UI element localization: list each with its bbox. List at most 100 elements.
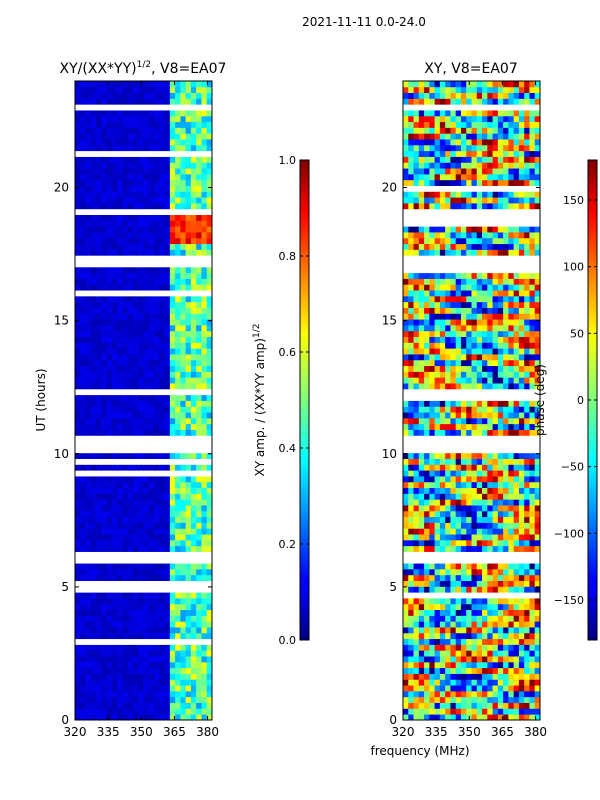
heatmap-cell (206, 702, 212, 709)
heatmap-cell (75, 81, 81, 88)
heatmap-cell (159, 92, 166, 99)
heatmap-cell (90, 319, 97, 326)
heatmap-cell (206, 481, 212, 489)
heatmap-cell (201, 696, 208, 703)
heatmap-cell (196, 499, 203, 506)
heatmap-cell (117, 621, 124, 628)
heatmap-cell (106, 168, 113, 175)
heatmap-cell (154, 348, 160, 355)
heatmap-cell (424, 400, 430, 407)
heatmap-cell (408, 690, 415, 698)
heatmap-cell (185, 417, 192, 425)
heatmap-cell (164, 284, 171, 291)
heatmap-cell (455, 278, 462, 285)
heatmap-cell (206, 272, 212, 279)
heatmap-cell (159, 255, 166, 262)
heatmap-cell (524, 522, 531, 529)
heatmap-cell (96, 261, 102, 268)
heatmap-cell (503, 319, 509, 326)
heatmap-cell (80, 266, 87, 274)
heatmap-cell (206, 220, 212, 227)
heatmap-cell (466, 290, 473, 297)
heatmap-cell (148, 266, 155, 274)
heatmap-cell (117, 441, 124, 448)
heatmap-cell (175, 226, 181, 233)
heatmap-cell (201, 388, 208, 396)
heatmap-cell (424, 255, 430, 262)
heatmap-cell (418, 261, 425, 268)
heatmap-cell (180, 179, 187, 186)
heatmap-cell (450, 452, 457, 459)
heatmap-cell (85, 197, 92, 204)
heatmap-cell (482, 400, 488, 407)
heatmap-cell (164, 86, 171, 94)
heatmap-cell (487, 568, 494, 576)
heatmap-cell (497, 690, 504, 698)
heatmap-cell (429, 592, 436, 599)
heatmap-cell (80, 92, 87, 99)
heatmap-cell (148, 458, 155, 465)
heatmap-cell (190, 324, 197, 332)
heatmap-cell (471, 545, 478, 552)
heatmap-cell (503, 650, 509, 657)
heatmap-cell (524, 592, 531, 599)
heatmap-cell (85, 458, 92, 465)
heatmap-cell (117, 330, 124, 337)
heatmap-cell (111, 319, 118, 326)
heatmap-cell (403, 505, 409, 512)
heatmap-cell (403, 313, 409, 320)
heatmap-cell (455, 539, 462, 547)
heatmap-cell (429, 638, 436, 645)
heatmap-cell (154, 580, 160, 587)
heatmap-cell (201, 92, 208, 99)
heatmap-cell (122, 336, 129, 343)
heatmap-cell (534, 487, 540, 494)
heatmap-cell (508, 557, 515, 564)
heatmap-cell (450, 661, 457, 669)
heatmap-cell (434, 539, 441, 547)
heatmap-cell (524, 679, 531, 686)
heatmap-cell (169, 110, 176, 117)
amplitude-panel: XY/(XX*YY)1/2, V8=EA07 320 335 350 365 38005… (34, 60, 226, 739)
heatmap-cell (534, 696, 540, 703)
heatmap-cell (424, 336, 430, 343)
heatmap-cell (96, 278, 102, 285)
heatmap-cell (175, 510, 181, 518)
heatmap-cell (201, 98, 208, 105)
heatmap-cell (138, 202, 145, 210)
heatmap-cell (513, 539, 520, 547)
heatmap-cell (450, 476, 457, 483)
heatmap-cell (111, 679, 118, 686)
heatmap-cell (513, 476, 520, 483)
heatmap-cell (403, 568, 409, 576)
heatmap-cell (513, 545, 520, 552)
heatmap-cell (403, 476, 409, 483)
heatmap-cell (403, 406, 409, 413)
heatmap-cell (117, 336, 124, 343)
heatmap-cell (75, 348, 81, 355)
heatmap-cell (529, 510, 536, 518)
heatmap-cell (518, 673, 525, 680)
heatmap-cell (185, 202, 192, 210)
heatmap-cell (460, 446, 467, 454)
heatmap-cell (101, 232, 108, 239)
phase-panel-title: XY, V8=EA07 (424, 61, 518, 77)
heatmap-cell (497, 470, 504, 477)
heatmap-cell (148, 696, 155, 703)
heatmap-cell (445, 388, 452, 396)
heatmap-cell (180, 144, 187, 152)
heatmap-cell (450, 505, 457, 512)
heatmap-cell (503, 313, 509, 320)
heatmap-cell (180, 156, 187, 163)
heatmap-cell (503, 435, 509, 442)
heatmap-cell (424, 714, 430, 720)
heatmap-cell (132, 429, 139, 436)
heatmap-cell (518, 516, 525, 523)
heatmap-cell (424, 464, 430, 471)
heatmap-cell (180, 702, 187, 709)
heatmap-cell (169, 470, 176, 477)
heatmap-cell (196, 168, 203, 175)
heatmap-cell (190, 127, 197, 134)
heatmap-cell (111, 603, 118, 611)
heatmap-cell (445, 534, 452, 541)
